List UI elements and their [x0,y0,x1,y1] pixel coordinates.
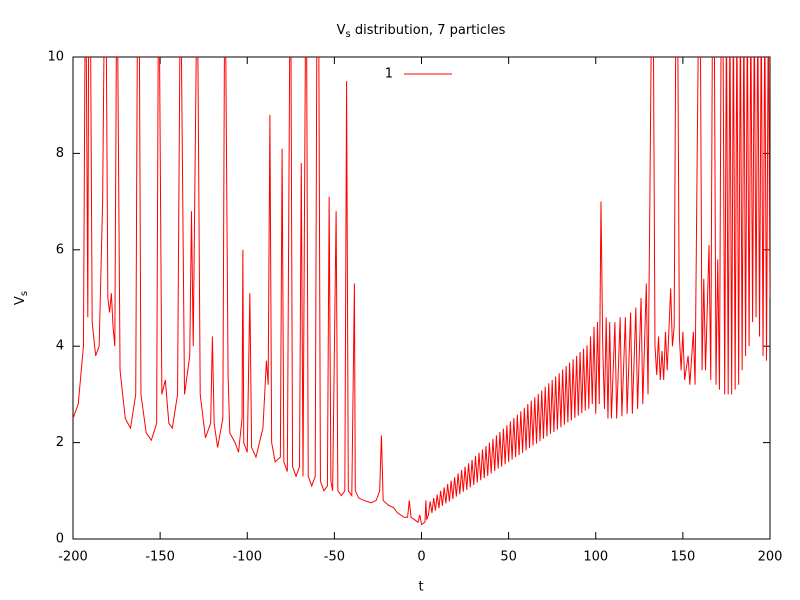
title-sub: s [346,29,351,40]
title-main: V [337,23,346,38]
x-tick-label: 150 [670,550,695,565]
y-axis-label: Vs [13,291,31,305]
y-tick-label: 6 [56,242,64,257]
y-tick-label: 8 [56,146,64,161]
x-tick-label: 200 [758,550,783,565]
y-tick-label: 10 [47,50,64,65]
title-rest: distribution, 7 particles [351,23,506,38]
ylabel-main: V [13,296,28,305]
x-tick-label: 0 [417,550,425,565]
data-line [73,57,770,526]
x-tick-label: -150 [145,550,175,565]
chart-title: Vs distribution, 7 particles [337,23,506,41]
ylabel-sub: s [19,291,30,296]
x-axis-label: t [418,580,423,595]
x-tick-label: 100 [583,550,608,565]
y-tick-label: 2 [56,435,64,450]
x-tick-label: 50 [500,550,517,565]
x-tick-label: -200 [58,550,88,565]
y-tick-label: 0 [56,532,64,547]
x-tick-label: -100 [232,550,262,565]
legend-label: 1 [385,67,393,82]
y-tick-label: 4 [56,339,64,354]
plot-border [72,56,771,540]
x-tick-label: -50 [324,550,345,565]
